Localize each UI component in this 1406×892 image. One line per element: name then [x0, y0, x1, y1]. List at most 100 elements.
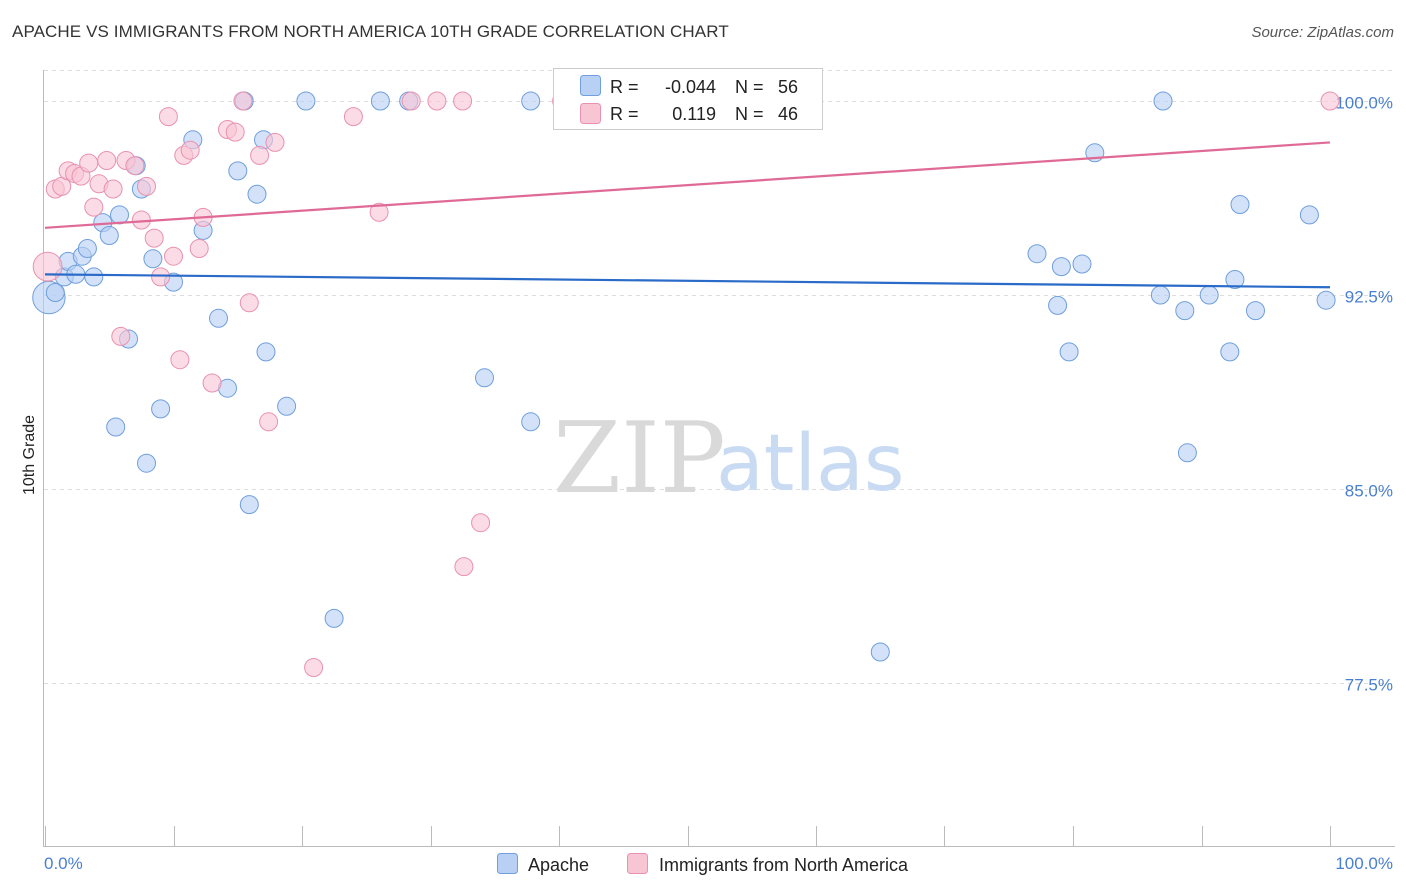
- apache-point: [45, 283, 65, 302]
- immigrants-points: [32, 91, 1340, 677]
- immigrants-point: [84, 197, 104, 217]
- apache-point: [324, 608, 344, 628]
- gridlines: [44, 70, 1395, 684]
- legend-swatch-immigrants: [580, 103, 601, 124]
- source-credit: Source: ZipAtlas.com: [1251, 24, 1394, 41]
- immigrants-point: [151, 267, 171, 287]
- immigrants-point: [225, 122, 245, 142]
- x-tick-marks: [45, 826, 1331, 846]
- immigrants-point: [304, 658, 324, 677]
- apache-point: [1220, 342, 1240, 362]
- immigrants-point: [180, 140, 200, 160]
- axes: [43, 70, 1395, 847]
- apache-point: [1072, 254, 1092, 274]
- immigrants-point: [471, 513, 491, 533]
- apache-point: [151, 399, 171, 419]
- apache-point: [1177, 443, 1197, 463]
- series-legend-swatch-immigrants: [627, 853, 648, 874]
- apache-point: [1230, 195, 1250, 214]
- series-legend-swatch-apache: [497, 853, 518, 874]
- immigrants-point: [144, 228, 164, 248]
- apache-point: [475, 368, 494, 388]
- stats-legend: R = -0.044 N = 56 R = 0.119 N = 46: [553, 68, 823, 130]
- legend-imm-r-label: R =: [610, 104, 639, 124]
- apache-point: [77, 239, 97, 258]
- immigrants-point: [401, 91, 421, 111]
- immigrants-point: [259, 412, 279, 432]
- apache-point: [1225, 270, 1245, 289]
- apache-point: [1299, 205, 1319, 225]
- apache-point: [247, 184, 267, 204]
- immigrants-point: [189, 239, 209, 258]
- x-tick-labels: 0.0% 100.0%: [44, 854, 1393, 873]
- legend-imm-n-value: 46: [778, 104, 798, 124]
- immigrants-point: [111, 326, 131, 346]
- immigrants-point: [125, 156, 145, 176]
- immigrants-point: [202, 373, 222, 393]
- x-tick-label: 100.0%: [1335, 854, 1393, 873]
- watermark-atlas: atlas: [716, 419, 905, 509]
- apache-point: [137, 453, 156, 473]
- series-legend-immigrants: Immigrants from North America: [659, 855, 909, 875]
- legend-apache-n-label: N =: [735, 77, 764, 97]
- immigrants-point: [158, 107, 178, 127]
- y-tick-label: 77.5%: [1345, 676, 1393, 695]
- chart-title: APACHE VS IMMIGRANTS FROM NORTH AMERICA …: [12, 22, 729, 41]
- immigrants-point: [103, 179, 123, 199]
- apache-point: [277, 396, 297, 416]
- immigrants-point: [233, 91, 253, 111]
- apache-point: [106, 417, 126, 437]
- legend-apache-r-value: -0.044: [665, 77, 716, 97]
- apache-point: [228, 161, 248, 181]
- apache-point: [239, 495, 259, 515]
- apache-point: [84, 267, 104, 287]
- apache-point: [1246, 301, 1265, 321]
- apache-point: [296, 91, 316, 111]
- immigrants-point: [369, 202, 389, 222]
- immigrants-point: [164, 246, 183, 266]
- apache-point: [1153, 91, 1173, 111]
- series-legend-apache: Apache: [528, 855, 589, 875]
- apache-point: [1150, 285, 1170, 305]
- immigrants-point: [265, 132, 285, 152]
- y-tick-label: 85.0%: [1345, 482, 1393, 501]
- legend-imm-r-value: 0.119: [672, 104, 716, 124]
- immigrants-point: [453, 91, 473, 111]
- apache-point: [209, 308, 228, 328]
- apache-point: [256, 342, 276, 362]
- immigrants-trend-line: [44, 141, 1331, 229]
- apache-points: [32, 91, 1336, 662]
- apache-point: [1316, 290, 1336, 310]
- y-tick-label: 100.0%: [1335, 94, 1393, 113]
- legend-swatch-apache: [580, 75, 601, 96]
- legend-imm-n-label: N =: [735, 104, 764, 124]
- immigrants-point: [427, 91, 447, 111]
- immigrants-point: [239, 293, 259, 313]
- trend-lines: [44, 141, 1331, 289]
- apache-point: [143, 249, 163, 269]
- apache-point: [1059, 342, 1079, 362]
- apache-point: [370, 91, 390, 111]
- apache-point: [99, 226, 119, 245]
- apache-point: [870, 642, 890, 662]
- immigrants-point: [343, 107, 363, 127]
- x-tick-label: 0.0%: [44, 854, 83, 873]
- apache-point: [1048, 295, 1068, 315]
- apache-point: [110, 205, 129, 225]
- apache-point: [1199, 285, 1219, 305]
- immigrants-point: [170, 350, 190, 370]
- apache-point: [1051, 257, 1071, 277]
- series-legend: Apache Immigrants from North America: [497, 853, 909, 875]
- apache-point: [521, 91, 541, 111]
- apache-point: [1027, 244, 1047, 264]
- apache-point: [521, 412, 541, 432]
- immigrants-point: [97, 151, 117, 170]
- immigrants-point: [79, 153, 99, 173]
- watermark-zip: ZIP: [553, 402, 726, 516]
- immigrants-point: [454, 557, 474, 577]
- immigrants-point: [32, 251, 63, 282]
- watermark: ZIP atlas: [553, 402, 905, 516]
- apache-trend-line: [44, 273, 1331, 289]
- immigrants-point: [137, 176, 156, 196]
